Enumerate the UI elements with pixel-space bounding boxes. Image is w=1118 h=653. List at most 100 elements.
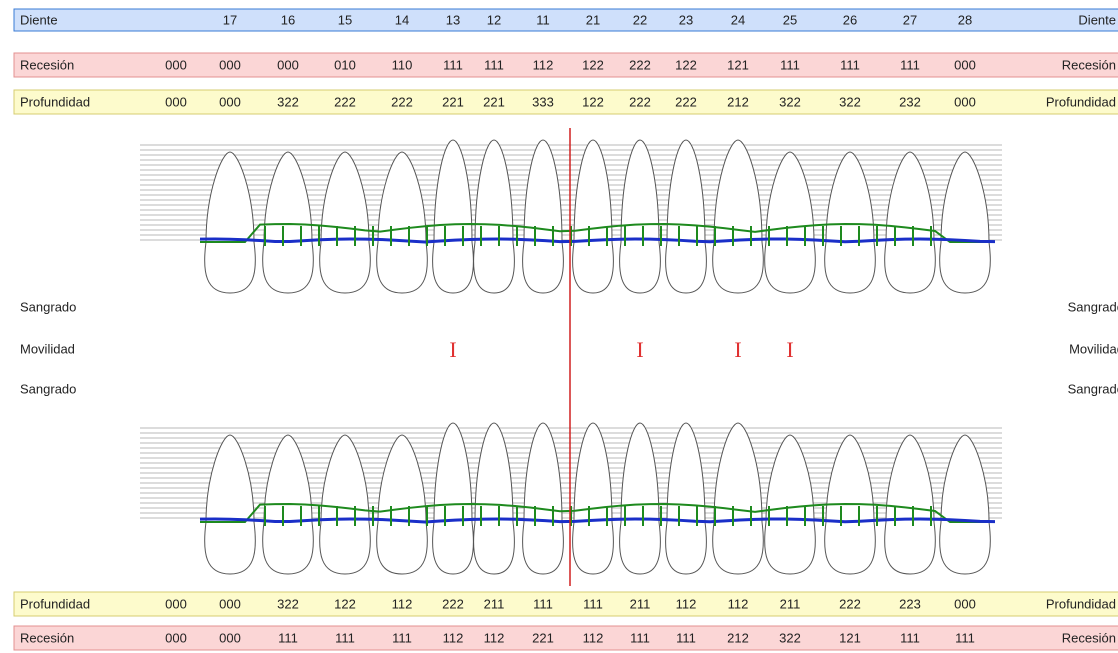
cell-value: 111 (583, 596, 603, 611)
side-label: Sangrado (1068, 381, 1118, 396)
cell-value: 000 (165, 630, 187, 645)
tooth (940, 152, 991, 293)
cell-value: 211 (630, 596, 651, 611)
dental-arch (140, 140, 1002, 293)
cell-value: 322 (839, 94, 861, 109)
side-label: Sangrado (20, 299, 76, 314)
tooth (765, 435, 816, 574)
cell-value: 112 (484, 630, 505, 645)
cell-value: 112 (583, 630, 604, 645)
cell-value: 222 (629, 57, 651, 72)
row-label: Recesión (1062, 630, 1116, 645)
cell-value: 14 (395, 12, 409, 27)
cell-value: 112 (533, 57, 554, 72)
cell-value: 15 (338, 12, 352, 27)
cell-value: 112 (443, 630, 464, 645)
cell-value: 221 (532, 630, 554, 645)
mobility-mark: I (786, 337, 793, 362)
cell-value: 322 (277, 596, 299, 611)
cell-value: 111 (278, 630, 298, 645)
cell-value: 000 (165, 57, 187, 72)
cell-value: 111 (900, 57, 920, 72)
cell-value: 000 (219, 596, 241, 611)
tooth (474, 140, 515, 293)
cell-value: 000 (954, 596, 976, 611)
cell-value: 111 (484, 57, 504, 72)
cell-value: 11 (536, 12, 550, 27)
tooth (205, 435, 256, 574)
tooth (765, 152, 816, 293)
cell-value: 111 (392, 630, 412, 645)
cell-value: 122 (582, 94, 604, 109)
cell-value: 322 (779, 630, 801, 645)
mobility-mark: I (636, 337, 643, 362)
cell-value: 121 (727, 57, 749, 72)
tooth (940, 435, 991, 574)
tooth (320, 435, 371, 574)
row-label: Profundidad (1046, 94, 1116, 109)
side-label: Movilidad (1069, 341, 1118, 356)
cell-value: 111 (533, 596, 553, 611)
cell-value: 222 (675, 94, 697, 109)
row-label: Recesión (20, 57, 74, 72)
cell-value: 221 (483, 94, 505, 109)
cell-value: 111 (955, 630, 975, 645)
periodontogram: DienteDiente1716151413121121222324252627… (0, 0, 1118, 653)
side-label: Movilidad (20, 341, 75, 356)
cell-value: 28 (958, 12, 972, 27)
cell-value: 27 (903, 12, 917, 27)
cell-value: 111 (676, 630, 696, 645)
cell-value: 333 (532, 94, 554, 109)
cell-value: 111 (900, 630, 920, 645)
row-label: Profundidad (1046, 596, 1116, 611)
cell-value: 211 (780, 596, 801, 611)
cell-value: 16 (281, 12, 295, 27)
cell-value: 010 (334, 57, 356, 72)
page: { "header": {"label_left": "Diente", "la… (0, 0, 1118, 653)
cell-value: 222 (839, 596, 861, 611)
cell-value: 232 (899, 94, 921, 109)
mobility-mark: I (734, 337, 741, 362)
cell-value: 222 (391, 94, 413, 109)
cell-value: 122 (582, 57, 604, 72)
cell-value: 110 (392, 57, 413, 72)
dental-arch (140, 423, 1002, 574)
tooth (263, 152, 314, 293)
cell-value: 322 (277, 94, 299, 109)
tooth (666, 423, 707, 574)
cell-value: 23 (679, 12, 693, 27)
tooth (474, 423, 515, 574)
row-label: Profundidad (20, 94, 90, 109)
tooth (205, 152, 256, 293)
cell-value: 111 (780, 57, 800, 72)
tooth (713, 423, 764, 574)
cell-value: 212 (727, 630, 749, 645)
cell-value: 000 (219, 57, 241, 72)
cell-value: 111 (840, 57, 860, 72)
cell-value: 12 (487, 12, 501, 27)
tooth (433, 140, 474, 293)
tooth (713, 140, 764, 293)
cell-value: 322 (779, 94, 801, 109)
tooth (573, 140, 614, 293)
cell-value: 222 (442, 596, 464, 611)
mobility-mark: I (449, 337, 456, 362)
cell-value: 111 (630, 630, 650, 645)
tooth (377, 435, 428, 574)
tooth (620, 140, 661, 293)
cell-value: 17 (223, 12, 237, 27)
cell-value: 21 (586, 12, 600, 27)
tooth (885, 435, 936, 574)
cell-value: 211 (484, 596, 505, 611)
tooth (320, 152, 371, 293)
tooth (825, 152, 876, 293)
tooth (666, 140, 707, 293)
cell-value: 000 (165, 94, 187, 109)
tooth (620, 423, 661, 574)
cell-value: 222 (629, 94, 651, 109)
row-label: Recesión (20, 630, 74, 645)
cell-value: 122 (334, 596, 356, 611)
side-label: Sangrado (20, 381, 76, 396)
tooth (523, 140, 564, 293)
cell-value: 111 (443, 57, 463, 72)
